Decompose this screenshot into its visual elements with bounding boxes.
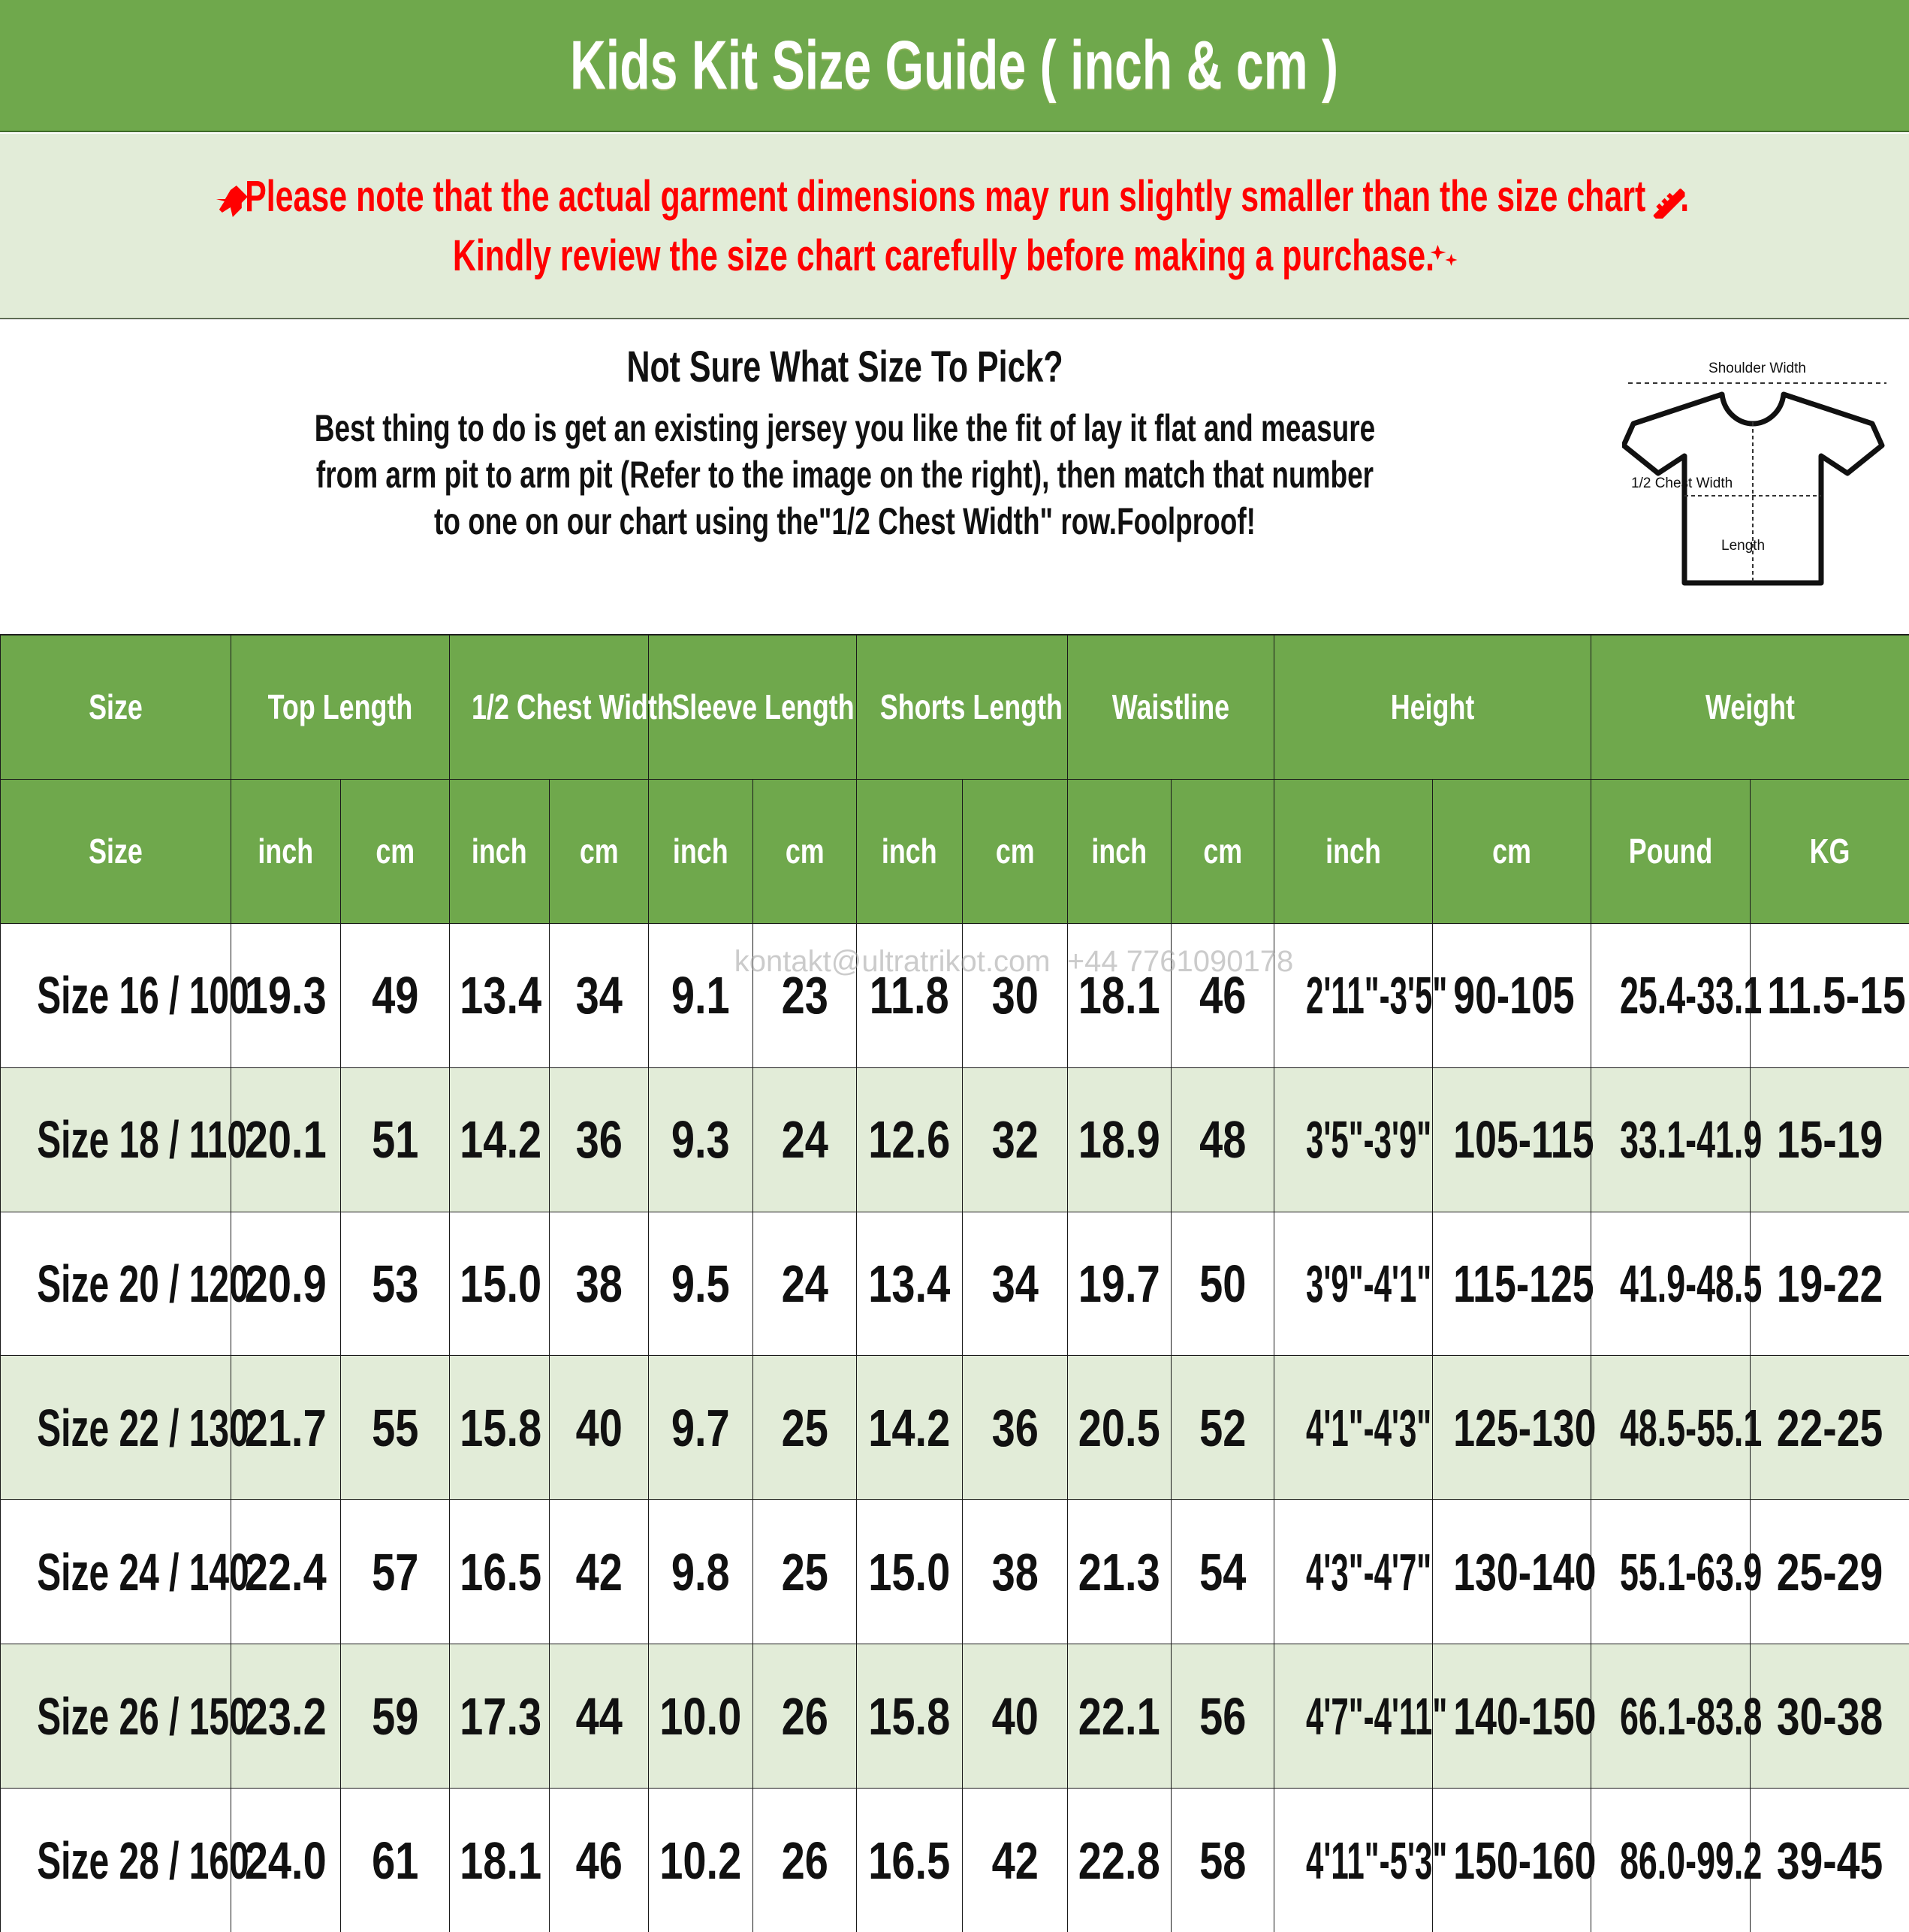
svg-text:Shoulder Width: Shoulder Width [1708,361,1806,376]
svg-text:1/2 Chest Width: 1/2 Chest Width [1631,475,1733,491]
svg-text:Length: Length [1721,538,1765,554]
